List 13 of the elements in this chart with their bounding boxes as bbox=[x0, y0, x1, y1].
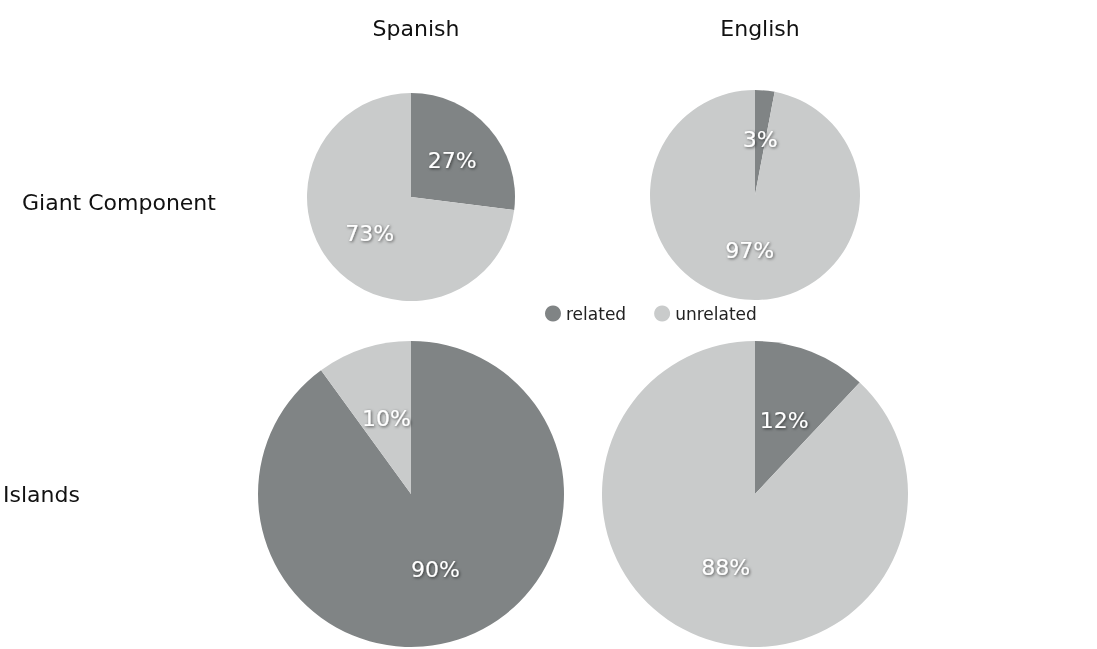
data-label: 90% bbox=[411, 557, 461, 583]
legend-label: unrelated bbox=[675, 303, 757, 324]
data-label: 10% bbox=[361, 405, 411, 431]
data-label: 12% bbox=[759, 407, 809, 433]
data-label: 27% bbox=[427, 148, 477, 174]
text: Islands bbox=[3, 481, 80, 507]
legend-label: related bbox=[566, 303, 627, 324]
chart-title: English bbox=[720, 15, 800, 41]
data-label: 97% bbox=[725, 237, 775, 263]
text: Giant Component bbox=[22, 189, 217, 215]
data-label: 88% bbox=[701, 555, 751, 581]
data-label: 73% bbox=[345, 220, 395, 246]
chart-title: Spanish bbox=[372, 15, 460, 41]
